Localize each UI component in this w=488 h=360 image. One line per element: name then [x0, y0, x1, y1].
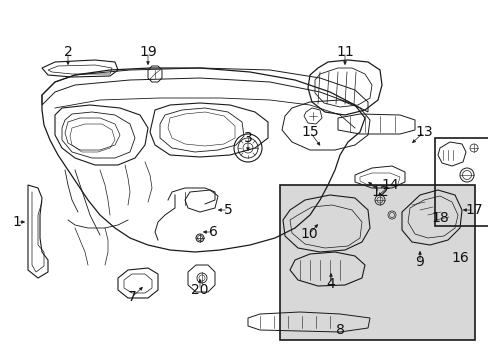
- Text: 12: 12: [370, 185, 388, 199]
- Text: 4: 4: [326, 277, 335, 291]
- Bar: [280, 185, 474, 340]
- Text: 1: 1: [13, 215, 21, 229]
- Text: 13: 13: [414, 125, 432, 139]
- Text: 3: 3: [243, 131, 252, 145]
- Text: 7: 7: [127, 290, 136, 304]
- Text: 11: 11: [335, 45, 353, 59]
- Text: 15: 15: [301, 125, 318, 139]
- Text: 9: 9: [415, 255, 424, 269]
- Text: 18: 18: [430, 211, 448, 225]
- Text: 5: 5: [223, 203, 232, 217]
- Text: 19: 19: [139, 45, 157, 59]
- Text: 2: 2: [63, 45, 72, 59]
- Text: 6: 6: [208, 225, 217, 239]
- Text: 17: 17: [464, 203, 482, 217]
- Text: 14: 14: [381, 178, 398, 192]
- Text: 16: 16: [450, 251, 468, 265]
- Text: 8: 8: [335, 323, 344, 337]
- Bar: [434, 138, 488, 226]
- Text: 20: 20: [191, 283, 208, 297]
- Text: 10: 10: [300, 227, 317, 241]
